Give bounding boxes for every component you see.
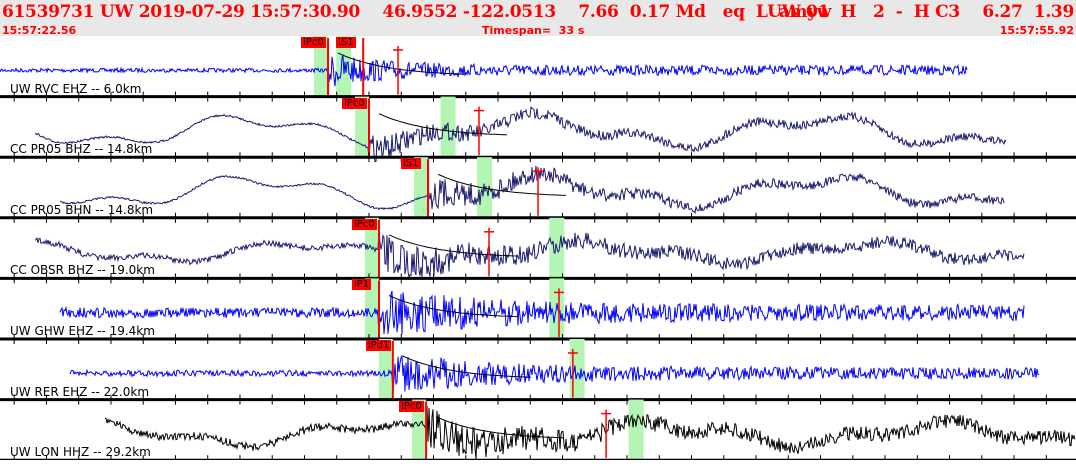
s-window (569, 339, 585, 400)
coda-curve (378, 113, 508, 136)
waveform-trace (34, 230, 1025, 280)
coda-curve (388, 295, 517, 318)
trace-label: UW GHW EHZ -- 19.4km (10, 324, 155, 338)
waveform-trace (59, 290, 1025, 336)
trace-label: CC PR05 BHN -- 14.8km (10, 202, 154, 217)
pick-label[interactable]: iPc0 (399, 400, 424, 412)
waveform-trace (69, 354, 1040, 392)
waveform-trace (104, 405, 1076, 460)
pick-window (364, 278, 379, 339)
pick-label[interactable]: iP1 (351, 279, 372, 291)
waveform-trace (34, 106, 1007, 163)
start-time: 15:57:22.56 (2, 24, 77, 37)
trace-label: UW RVC EHZ -- 6.0km (10, 81, 142, 96)
event-header: 61539731 UW 2019-07-29 15:57:30.90 46.95… (0, 0, 1076, 37)
coda-curve (402, 355, 531, 378)
timespan: Timespan= 33 s (482, 24, 585, 37)
pick-label[interactable]: iPc0 (351, 218, 377, 230)
pick-window (314, 36, 329, 97)
event-summary: 61539731 UW 2019-07-29 15:57:30.90 46.95… (2, 2, 832, 22)
pick-label[interactable]: iS1 (401, 158, 421, 170)
coda-curve (437, 173, 567, 196)
coda-curve (337, 52, 467, 75)
end-time: 15:57:55.92 (999, 24, 1074, 37)
coda-curve (435, 416, 565, 439)
pick-label[interactable]: iPc0 (341, 97, 367, 109)
pick-label[interactable]: iS1 (336, 37, 356, 48)
pick-label[interactable]: iPd1 (365, 340, 392, 351)
waveform-trace (0, 54, 968, 87)
pick-window (414, 157, 429, 218)
pick-label[interactable]: iPc0 (301, 37, 326, 48)
waveform-canvas[interactable] (0, 36, 1076, 464)
seismogram-panels[interactable]: iPc0 iS1 UW RVC EHZ -- 6.0km iPc0 CC PR05 BH… (0, 36, 1076, 464)
s-window (628, 399, 644, 461)
waveform-trace (59, 165, 1005, 215)
trace-label: CC PR05 BHZ -- 14.8km (10, 142, 153, 157)
trace-label: UW RER EHZ -- 22.0km (10, 384, 150, 399)
pick-window (412, 399, 427, 461)
trace-label: CC OBSR BHZ -- 19.0km (10, 263, 155, 278)
trace-label: UW LON HHZ -- 29.2km (10, 445, 151, 460)
event-summary-right: UW 01 H 2 - H C3 6.27 1.39 (767, 2, 1074, 22)
pick-window (378, 339, 393, 400)
coda-curve (388, 234, 517, 257)
s-window (549, 278, 565, 339)
